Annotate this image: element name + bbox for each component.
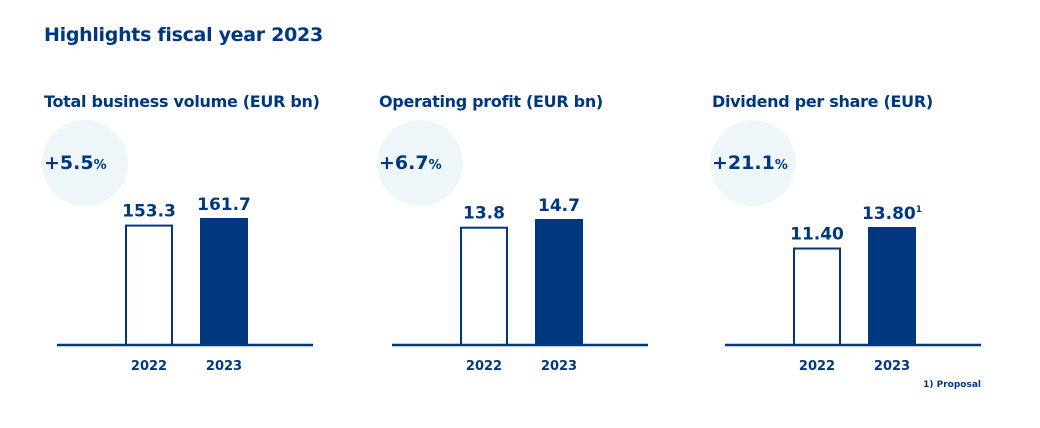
bar-2023 <box>868 227 916 345</box>
x-tick-label: 2022 <box>799 359 835 374</box>
bar-2023 <box>200 218 248 345</box>
change-circle <box>710 120 796 206</box>
bar-chart: 13.8 2022 14.7 2023 <box>392 196 648 374</box>
change-number: +6.7 <box>379 152 429 174</box>
x-tick-label: 2022 <box>131 359 167 374</box>
bar-chart: 11.40 2022 13.801 2023 <box>725 204 981 374</box>
bar-chart: 153.3 2022 161.7 2023 <box>57 195 313 374</box>
bar-2022 <box>125 224 173 346</box>
bar-value-label: 161.7 <box>197 195 251 215</box>
change-number: +21.1 <box>712 152 775 174</box>
change-circle <box>42 120 128 206</box>
chart-title: Operating profit (EUR bn) <box>379 92 603 111</box>
bar-value-label: 14.7 <box>538 196 580 216</box>
x-tick-label: 2023 <box>541 359 577 374</box>
change-value: +21.1% <box>712 152 788 174</box>
bar-value-label: 13.801 <box>862 204 922 224</box>
chart-title: Dividend per share (EUR) <box>712 92 933 111</box>
change-unit: % <box>774 158 788 173</box>
change-number: +5.5 <box>44 152 94 174</box>
bar-2023 <box>535 219 583 345</box>
bar-value-label: 11.40 <box>790 225 844 245</box>
x-tick-label: 2023 <box>874 359 910 374</box>
chart-panel-dividend: Dividend per share (EUR) +21.1% 11.40 202… <box>710 0 1012 428</box>
chart-title: Total business volume (EUR bn) <box>44 92 320 111</box>
bar-2022 <box>460 226 508 346</box>
bar-value-label: 13.8 <box>463 204 505 224</box>
footnote-marker: 1 <box>916 205 922 215</box>
bar-2022 <box>793 247 841 347</box>
page-title: Highlights fiscal year 2023 <box>44 24 323 46</box>
footnote: 1) Proposal <box>923 380 981 390</box>
chart-panel-business-volume: Total business volume (EUR bn) +5.5% 153… <box>42 0 344 428</box>
chart-panel-operating-profit: Operating profit (EUR bn) +6.7% 13.8 2022… <box>377 0 679 428</box>
bar-value-label: 153.3 <box>122 202 176 222</box>
change-value: +5.5% <box>44 152 107 174</box>
change-value: +6.7% <box>379 152 442 174</box>
change-circle <box>377 120 463 206</box>
change-unit: % <box>93 158 107 173</box>
change-unit: % <box>428 158 442 173</box>
x-tick-label: 2022 <box>466 359 502 374</box>
x-tick-label: 2023 <box>206 359 242 374</box>
